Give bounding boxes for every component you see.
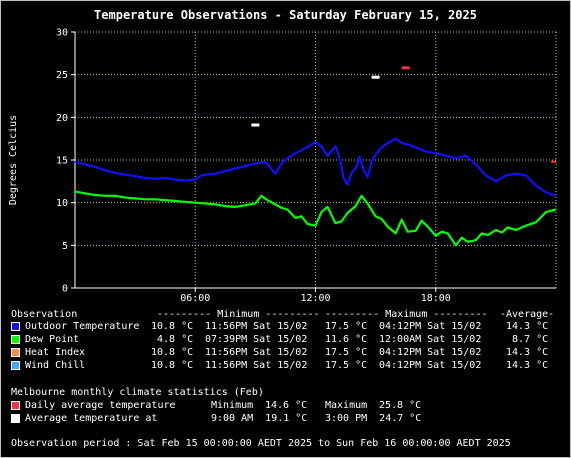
legend-swatch-heat-index: [11, 348, 20, 357]
stats-row-min: 10.8 °C: [151, 360, 194, 371]
y-tick-label: 25: [56, 70, 68, 81]
stats-row-max: 17.5 °C: [325, 347, 368, 358]
legend-swatch-average-at: [11, 414, 20, 423]
chart-title: Temperature Observations - Saturday Febr…: [94, 8, 477, 22]
stats-row-max-time: 04:12PM Sat 15/02: [379, 360, 482, 371]
x-tick-label: 12:00: [300, 293, 330, 304]
climate-avg-at-afternoon: 3:00 PM 24.7 °C: [325, 413, 422, 424]
outdoor-temperature-line: [74, 137, 557, 197]
climate-heading: Melbourne monthly climate statistics (Fe…: [11, 387, 264, 398]
climate-max-label: Maximum: [325, 400, 368, 411]
stats-header-average: -Average-: [500, 309, 555, 320]
legend-swatch-dew-point: [11, 335, 20, 344]
climate-min-label: Minimum: [211, 400, 254, 411]
climate-marker: [251, 123, 260, 127]
y-tick-label: 30: [56, 28, 68, 39]
x-tick-label: 18:00: [421, 293, 451, 304]
stats-row-avg: 14.3 °C: [506, 347, 549, 358]
y-axis-label: Degrees Celcius: [8, 115, 19, 205]
stats-row-max-time: 04:12PM Sat 15/02: [379, 347, 482, 358]
x-tick-label: 06:00: [180, 293, 210, 304]
stats-row-max: 17.5 °C: [325, 360, 368, 371]
stats-header-maximum: --------- Maximum ---------: [325, 309, 488, 320]
legend-swatch-daily-average: [11, 401, 20, 410]
climate-min-value: 14.6 °C: [265, 400, 308, 411]
stats-row-label: Heat Index: [25, 347, 86, 358]
y-tick-label: 5: [62, 241, 68, 252]
stats-row-max: 17.5 °C: [325, 321, 368, 332]
stats-row-min: 10.8 °C: [151, 347, 194, 358]
stats-row-min-time: 11:56PM Sat 15/02: [205, 347, 308, 358]
y-tick-label: 10: [56, 198, 68, 209]
climate-daily-avg-label: Daily average temperature: [25, 400, 176, 411]
stats-row-max-time: 04:12PM Sat 15/02: [379, 321, 482, 332]
stats-row-min-time: 11:56PM Sat 15/02: [205, 360, 308, 371]
stats-row-avg: 8.7 °C: [512, 334, 549, 345]
stats-row-label: Outdoor Temperature: [25, 321, 140, 332]
stats-header-observation: Observation: [11, 309, 78, 320]
stats-row-min-time: 07:39PM Sat 15/02: [205, 334, 308, 345]
legend-swatch-wind-chill: [11, 361, 20, 370]
y-tick-label: 20: [56, 113, 68, 124]
legend-swatch-outdoor: [11, 322, 20, 331]
stats-row-min: 10.8 °C: [151, 321, 194, 332]
temperature-chart: 0 5 10 15 20 25 30 06:00 12:00 18:00 Degrees Celci…: [8, 28, 557, 304]
y-tick-label: 15: [56, 156, 68, 167]
dew-point-line: [74, 190, 557, 247]
stats-row-avg: 14.3 °C: [506, 360, 549, 371]
climate-marker: [401, 66, 410, 70]
observation-period: Observation period : Sat Feb 15 00:00:00…: [11, 438, 511, 449]
stats-row-avg: 14.3 °C: [506, 321, 549, 332]
stats-row-max-time: 12:00AM Sat 15/02: [379, 334, 482, 345]
stats-row-min-time: 11:56PM Sat 15/02: [205, 321, 308, 332]
climate-marker: [371, 75, 380, 79]
climate-avg-at-morning: 9:00 AM 19.1 °C: [211, 413, 308, 424]
stats-row-label: Dew Point: [25, 334, 80, 345]
stats-row-min: 4.8 °C: [157, 334, 194, 345]
end-marker: [551, 160, 556, 163]
climate-max-value: 25.8 °C: [379, 400, 422, 411]
stats-row-max: 11.6 °C: [325, 334, 368, 345]
stats-header-minimum: --------- Minimum ---------: [157, 309, 320, 320]
climate-avg-at-label: Average temperature at: [25, 413, 158, 424]
y-tick-label: 0: [62, 284, 68, 295]
stats-row-label: Wind Chill: [25, 360, 86, 371]
